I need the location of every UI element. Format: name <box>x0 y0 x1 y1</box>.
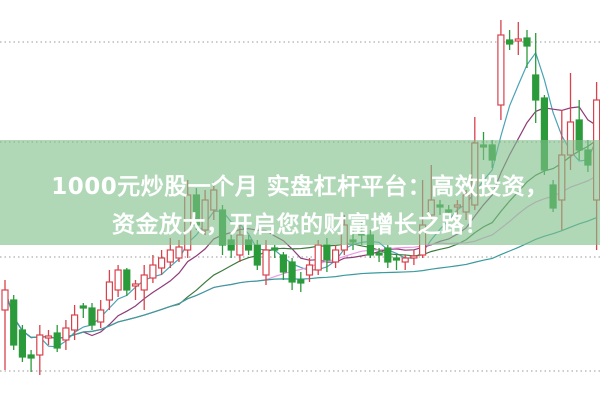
candle-body <box>279 254 287 273</box>
candle-body <box>305 264 314 276</box>
candle-body <box>105 281 114 301</box>
candle-body <box>27 354 35 359</box>
candle-body <box>131 283 140 287</box>
candle-body <box>70 314 79 331</box>
candle-body <box>175 246 183 259</box>
candle-body <box>392 257 401 261</box>
candle-body <box>53 332 61 349</box>
candle-body <box>1 289 9 311</box>
candle-body <box>523 37 531 47</box>
candle-body <box>262 249 270 276</box>
candle-body <box>514 38 522 42</box>
candle-body <box>97 309 105 323</box>
candle-body <box>88 307 96 326</box>
candle-body <box>10 299 18 346</box>
title-banner <box>0 140 600 245</box>
candle-body <box>18 329 26 358</box>
candle-body <box>532 74 540 101</box>
candle-body <box>79 305 87 309</box>
candle-body <box>44 335 53 339</box>
candle-body <box>332 249 340 263</box>
candle-body <box>253 244 261 266</box>
candle-body <box>166 249 174 263</box>
candle-body <box>506 39 514 45</box>
candle-body <box>314 244 322 271</box>
candle-body <box>375 252 383 256</box>
candle-body <box>410 255 418 259</box>
candle-body <box>288 261 296 283</box>
candle-body <box>323 244 331 261</box>
candle-body <box>401 257 409 263</box>
candle-body <box>114 269 122 291</box>
banner-line-2: 资金放大，开启您的财富增长之路！ <box>112 212 488 238</box>
candle-body <box>271 247 279 251</box>
candle-body <box>384 247 392 263</box>
candle-body <box>123 269 131 291</box>
candle-body <box>140 274 148 291</box>
candle-body <box>497 34 505 106</box>
candle-body <box>62 327 70 341</box>
candle-body <box>297 279 305 284</box>
candle-body <box>149 264 157 279</box>
candle-body <box>158 257 166 269</box>
banner-line-1: 1000元炒股一个月 实盘杠杆平台：高效投资， <box>51 174 549 200</box>
candle-body <box>36 334 44 356</box>
